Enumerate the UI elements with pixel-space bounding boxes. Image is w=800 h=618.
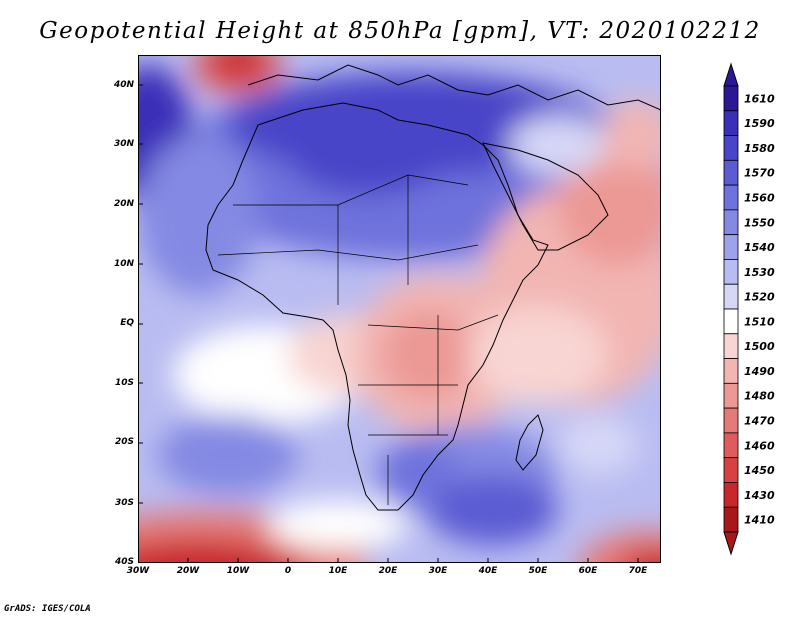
lon-label-30e: 30E	[428, 566, 448, 576]
legend-swatch	[723, 259, 739, 285]
legend-swatch	[723, 506, 739, 533]
lat-label-40n: 40N	[113, 80, 134, 90]
color-legend: 1610 1590 1580 1570 1560 1550 1540 1530 1520 1510…	[718, 62, 784, 556]
legend-bottom-arrow	[723, 531, 739, 556]
legend-label: 1610	[744, 92, 775, 105]
legend-swatch	[723, 308, 739, 335]
lon-label-10w: 10W	[226, 566, 250, 576]
lat-label-20s: 20S	[114, 437, 134, 447]
map-svg	[138, 55, 661, 563]
lat-label-10n: 10N	[113, 259, 134, 269]
footer-credit: GrADS: IGES/COLA	[4, 604, 91, 614]
map-plot-area	[138, 55, 661, 563]
lon-label-60e: 60E	[578, 566, 598, 576]
legend-swatch	[723, 457, 739, 483]
lon-label-10e: 10E	[328, 566, 348, 576]
legend-label: 1500	[744, 340, 775, 353]
arabia-coastline	[482, 142, 609, 251]
lon-label-50e: 50E	[528, 566, 548, 576]
legend-svg: 1610 1590 1580 1570 1560 1550 1540 1530 1520 1510…	[723, 62, 775, 556]
chart-title: Geopotential Height at 850hPa [gpm], VT:…	[39, 18, 761, 44]
europe-coastline	[247, 64, 661, 111]
lat-label-30n: 30N	[113, 139, 134, 149]
madagascar-coastline	[515, 414, 544, 471]
lon-label-40e: 40E	[478, 566, 498, 576]
lat-label-40s: 40S	[114, 557, 134, 567]
lon-label-20w: 20W	[176, 566, 200, 576]
legend-swatch	[723, 184, 739, 211]
lon-label-0: 0	[284, 566, 292, 576]
lat-label-30s: 30S	[114, 498, 134, 508]
legend-swatch	[723, 333, 739, 359]
legend-label: 1430	[744, 489, 775, 502]
legend-label: 1480	[744, 390, 775, 403]
lon-label-70e: 70E	[628, 566, 648, 576]
legend-label: 1460	[744, 439, 775, 452]
legend-top-arrow	[723, 62, 739, 87]
legend-swatch	[723, 159, 739, 186]
legend-swatch	[723, 209, 739, 236]
legend-swatch	[723, 110, 739, 136]
legend-swatch	[723, 358, 739, 384]
legend-swatch	[723, 85, 739, 112]
legend-label: 1510	[744, 315, 775, 328]
legend-label: 1410	[744, 514, 775, 527]
legend-swatch	[723, 482, 739, 508]
legend-swatch	[723, 432, 739, 459]
africa-coastline	[205, 102, 549, 511]
legend-label: 1570	[744, 167, 775, 180]
legend-label: 1470	[744, 415, 775, 428]
legend-label: 1450	[744, 464, 775, 477]
legend-label: 1580	[744, 142, 775, 155]
legend-label: 1530	[744, 266, 775, 279]
legend-swatch	[723, 135, 739, 161]
legend-label: 1540	[744, 241, 775, 254]
legend-label: 1550	[744, 216, 775, 229]
legend-swatch	[723, 283, 739, 310]
lon-label-30w: 30W	[126, 566, 150, 576]
axis-ticks	[138, 84, 639, 563]
lat-label-eq: EQ	[120, 318, 134, 328]
lat-label-10s: 10S	[114, 378, 134, 388]
lat-label-20n: 20N	[113, 199, 134, 209]
country-borders	[217, 174, 499, 505]
lon-label-20e: 20E	[378, 566, 398, 576]
legend-swatch	[723, 407, 739, 434]
legend-swatch	[723, 234, 739, 260]
geopotential-field	[138, 55, 661, 563]
legend-label: 1490	[744, 365, 775, 378]
legend-label: 1590	[744, 117, 775, 130]
legend-swatch	[723, 382, 739, 409]
map-frame	[138, 55, 661, 563]
legend-label: 1520	[744, 291, 775, 304]
legend-label: 1560	[744, 192, 775, 205]
